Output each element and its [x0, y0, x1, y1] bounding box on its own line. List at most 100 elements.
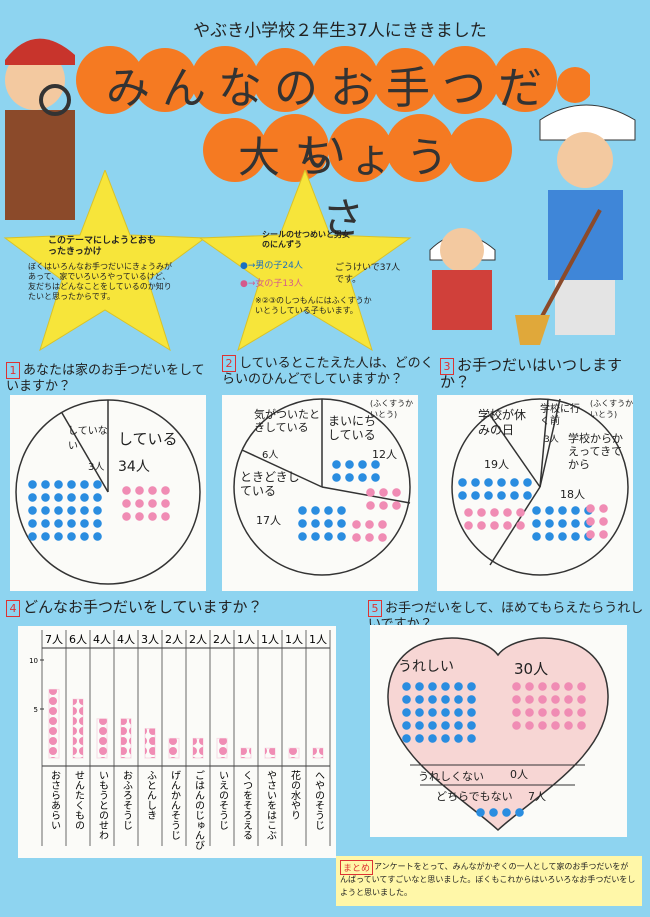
- x-tick-label: へやのそうじ: [313, 770, 325, 830]
- slice-label: 学校に行く前: [540, 404, 580, 427]
- question: 2 しているとこたえた人は、どのくらいのひんどでしていますか？: [222, 355, 437, 387]
- answer-label: どちらでもない: [436, 790, 513, 803]
- value-label: 1人: [261, 633, 279, 646]
- value-label: 2人: [189, 633, 207, 646]
- x-tick-label: いえのそうじ: [217, 770, 229, 830]
- bar: [216, 737, 228, 759]
- legend-note: ※②③のしつもんにはふくすうかいとうしている子もいます。: [255, 296, 372, 315]
- sticker-dots: [26, 478, 104, 544]
- stars: [3, 170, 412, 352]
- reason-body: ぼくはいろんなお手つだいにきょうみがあって、家でいろいろやっているけど、友だちは…: [28, 262, 172, 301]
- x-tick-label: おさらあらい: [49, 770, 60, 830]
- slice-count: 18人: [560, 488, 585, 501]
- question: 1 あなたは家のお手つだいをしていますか？: [6, 362, 216, 394]
- x-tick-label: おふろそうじ: [121, 770, 133, 830]
- value-label: 3人: [141, 633, 159, 646]
- bar: [288, 747, 300, 759]
- slice-count: 3人: [544, 435, 559, 445]
- slice-count: 34人: [118, 459, 150, 475]
- bar: [192, 737, 204, 759]
- answer-label: うれしくない: [418, 770, 484, 783]
- legend-boys: ●→男の子24人: [240, 261, 303, 271]
- x-tick-label: せんたくもの: [73, 770, 85, 830]
- question: 4 どんなお手つだいをしていますか？: [6, 600, 306, 617]
- answer-label: うれしい: [398, 659, 454, 675]
- x-tick-label: 花の水やり: [289, 769, 301, 820]
- question-number: 1: [6, 362, 20, 379]
- value-label: 7人: [45, 633, 63, 646]
- sticker-dots: [330, 458, 382, 484]
- question-number: 4: [6, 600, 20, 617]
- sticker-dots: [510, 680, 588, 732]
- value-label: 1人: [285, 633, 303, 646]
- title: みんなのお手つだい: [106, 63, 554, 178]
- bar: [312, 747, 324, 759]
- bar: [168, 737, 180, 759]
- slice-label: 学校からかえってきてから: [568, 432, 623, 471]
- question-number: 5: [368, 600, 382, 617]
- bar: [72, 698, 84, 759]
- x-tick-label: ごはんのじゅんび: [193, 770, 205, 850]
- bar: [144, 728, 156, 759]
- legend-title: シールのせつめいと男女のにんずう: [262, 230, 350, 249]
- slice-count: 3人: [88, 462, 105, 473]
- value-label: 1人: [237, 633, 255, 646]
- x-tick-label: くつをそろえる: [241, 770, 253, 840]
- value-label: 6人: [69, 633, 87, 646]
- subtitle: やぶき小学校２年生37人にききました: [193, 21, 487, 41]
- slice-label: していない: [68, 426, 108, 452]
- sticker-dots: [296, 504, 348, 544]
- legend-girls: ●→女の子13人: [240, 279, 303, 289]
- bar: [240, 747, 252, 759]
- question-number: 2: [222, 355, 236, 372]
- note: (ふくすうかいとう): [370, 399, 414, 419]
- question-text: しているとこたえた人は、どのくらいのひんどでしていますか？: [222, 356, 434, 387]
- sticker-dots: [364, 486, 403, 512]
- answer-count: 30人: [514, 660, 549, 678]
- reason-title: このテーマにしようとおもったきっかけ: [48, 236, 157, 257]
- bar: [96, 718, 108, 759]
- slice-label: まいにちしている: [328, 414, 377, 442]
- x-tick-label: ふとんしき: [145, 770, 157, 820]
- sticker-dots: [120, 484, 172, 524]
- illustration: [429, 104, 636, 345]
- slice-count: 17人: [256, 514, 281, 527]
- sticker-dots: [462, 506, 527, 532]
- chart-title: どんなお手つだいをしていますか？: [23, 598, 263, 616]
- answer-count: 0人: [510, 768, 528, 781]
- sticker-dots: [584, 502, 610, 542]
- slice-count: 12人: [372, 448, 397, 461]
- bar: [48, 688, 60, 759]
- bar: [264, 747, 276, 759]
- question: 3 お手つだいはいつしますか？: [440, 358, 640, 390]
- answer-count: 7人: [528, 790, 546, 803]
- slice-label: 気がついたときしている: [254, 408, 320, 434]
- slice-label: 学校が休みの日: [478, 408, 527, 437]
- summary-box: [336, 856, 642, 906]
- legend-total: ごうけいで37人です。: [335, 263, 401, 285]
- question-text: あなたは家のお手つだいをしていますか？: [6, 363, 205, 394]
- question-text: お手つだいはいつしますか？: [440, 356, 623, 391]
- value-label: 1人: [309, 633, 327, 646]
- summary-label: まとめ: [340, 860, 374, 875]
- x-tick-label: いもうとのせわ: [97, 770, 109, 840]
- title: 大ちょうさ: [237, 133, 462, 243]
- summary-body: アンケートをとって、みんながかぞくの一人として家のお手つだいをがんばっていてすご…: [340, 862, 636, 897]
- title-circles: [76, 46, 590, 182]
- y-tick-label: 5: [34, 706, 38, 714]
- slice-label: している: [118, 430, 178, 448]
- note: (ふくすうかいとう): [590, 399, 634, 419]
- illustration: [5, 38, 75, 220]
- value-label: 2人: [165, 633, 183, 646]
- slice-label: ときどきしている: [240, 470, 300, 498]
- value-label: 4人: [117, 633, 135, 646]
- bar: [120, 718, 132, 759]
- x-tick-label: やさいをはこぶ: [265, 770, 277, 840]
- sticker-dots: [350, 518, 389, 544]
- sticker-dots: [474, 806, 526, 819]
- slice-count: 6人: [262, 450, 279, 461]
- value-label: 4人: [93, 633, 111, 646]
